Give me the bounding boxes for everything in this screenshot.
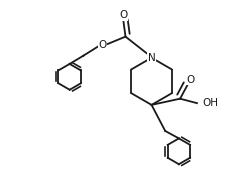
- Text: O: O: [185, 75, 194, 85]
- Text: O: O: [118, 10, 127, 20]
- Text: O: O: [98, 40, 106, 50]
- Text: N: N: [147, 53, 155, 63]
- Text: OH: OH: [202, 98, 218, 108]
